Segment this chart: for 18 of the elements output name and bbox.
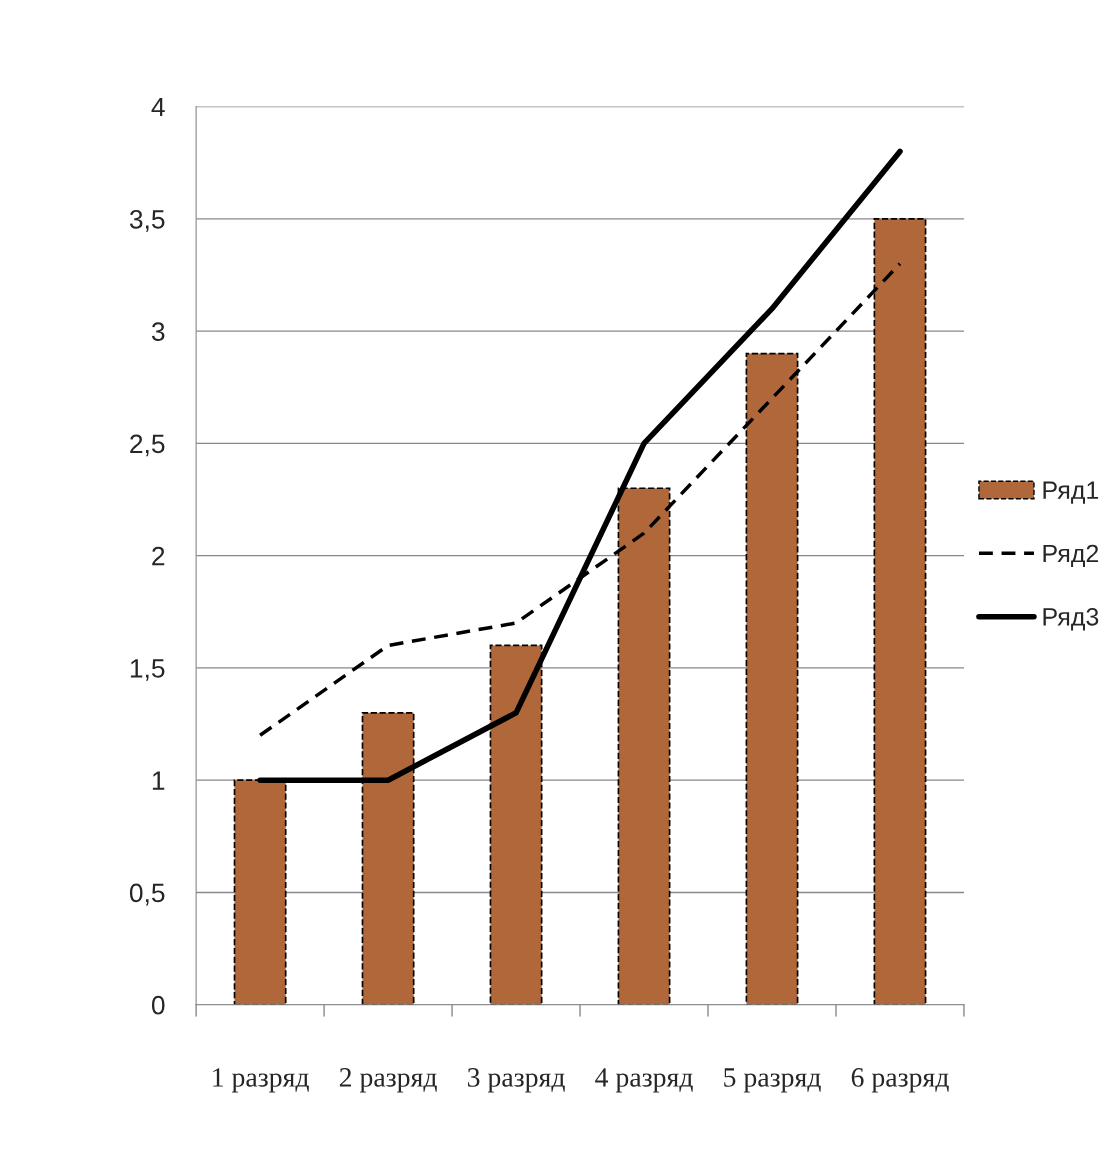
y-tick-label: 1,5: [130, 659, 165, 681]
x-tick-label: 4 разряд: [595, 1068, 693, 1093]
legend-label: Ряд1: [1043, 481, 1099, 504]
y-tick-label: 4: [151, 97, 165, 117]
y-tick-label: 2: [152, 546, 165, 566]
x-tick-label: 6 разряд: [851, 1068, 949, 1093]
x-tick-label: 5 разряд: [724, 1068, 821, 1093]
y-tick-label: 0,5: [129, 883, 165, 906]
y-tick-label: 1: [152, 771, 165, 790]
x-tick-label: 2 разряд: [339, 1068, 437, 1093]
y-tick-label: 3: [151, 322, 165, 341]
legend-label: Ряд2: [1043, 544, 1099, 568]
x-tick-label: 1 разряд: [213, 1068, 309, 1093]
legend-label: Ряд3: [1043, 607, 1099, 631]
x-tick-label: 3 разряд: [467, 1068, 565, 1093]
y-tick-label: 0: [151, 995, 165, 1015]
y-tick-label: 3,5: [129, 209, 165, 232]
y-tick-label: 2,5: [130, 434, 165, 457]
